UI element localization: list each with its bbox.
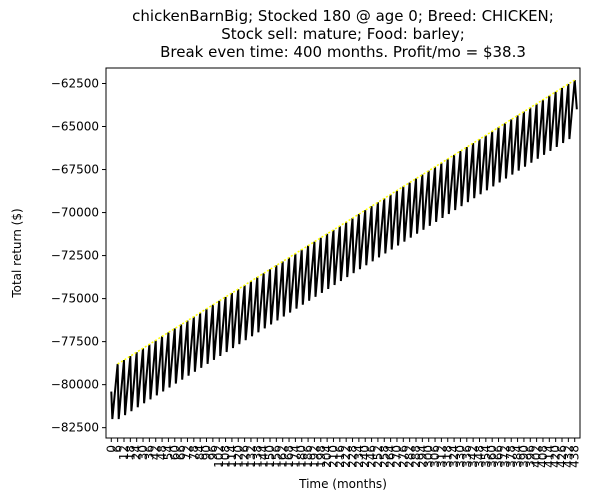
x-tick-label: 132 [244, 445, 258, 468]
x-tick-label: 48 [155, 445, 169, 460]
x-tick-label: 402 [530, 445, 544, 468]
y-tick-label: −62500 [51, 76, 99, 90]
y-tick-label: −75000 [51, 292, 99, 306]
x-tick-label: 60 [168, 445, 182, 460]
y-tick-label: −67500 [51, 163, 99, 177]
x-tick-label: 54 [161, 445, 175, 460]
x-tick-label: 78 [187, 445, 201, 460]
x-tick-label: 288 [409, 445, 423, 468]
x-tick-label: 372 [498, 445, 512, 468]
plot-area [110, 79, 578, 420]
x-tick-label: 438 [568, 445, 582, 468]
x-tick-label: 396 [523, 445, 537, 468]
chart-title-line-1: chickenBarnBig; Stocked 180 @ age 0; Bre… [132, 7, 554, 25]
x-tick-label: 42 [149, 445, 163, 460]
x-tick-label: 312 [434, 445, 448, 468]
x-tick-label: 210 [326, 445, 340, 468]
x-tick-label: 354 [479, 445, 493, 468]
x-tick-label: 102 [212, 445, 226, 468]
x-tick-label: 114 [225, 445, 239, 468]
x-tick-label: 234 [352, 445, 366, 468]
x-tick-label: 366 [492, 445, 506, 468]
x-tick-label: 6 [111, 445, 125, 453]
x-tick-label: 96 [206, 445, 220, 460]
y-tick-label: −80000 [51, 378, 99, 392]
x-tick-label: 90 [200, 445, 214, 460]
x-tick-label: 426 [555, 445, 569, 468]
x-tick-label: 12 [117, 445, 131, 460]
y-tick-label: −82500 [51, 421, 99, 435]
x-tick-label: 420 [549, 445, 563, 468]
y-tick-label: −72500 [51, 249, 99, 263]
x-tick-label: 144 [257, 445, 271, 468]
x-tick-label: 162 [276, 445, 290, 468]
x-tick-label: 204 [320, 445, 334, 468]
x-tick-label: 24 [130, 445, 144, 460]
x-tick-label: 252 [371, 445, 385, 468]
x-tick-label: 270 [390, 445, 404, 468]
x-tick-label: 72 [180, 445, 194, 460]
x-tick-label: 342 [466, 445, 480, 468]
x-axis-label: Time (months) [298, 477, 387, 491]
x-tick-label: 216 [333, 445, 347, 468]
x-tick-label: 246 [365, 445, 379, 468]
y-tick-label: −77500 [51, 335, 99, 349]
x-tick-label: 348 [472, 445, 486, 468]
x-tick-label: 282 [403, 445, 417, 468]
x-axis: 0612182430364248546066727884909610210811… [104, 438, 582, 468]
x-tick-label: 276 [396, 445, 410, 468]
break-even-trend-line [117, 79, 576, 365]
x-tick-label: 432 [561, 445, 575, 468]
x-tick-label: 180 [295, 445, 309, 468]
x-tick-label: 84 [193, 445, 207, 460]
x-tick-label: 408 [536, 445, 550, 468]
chart-title-line-3: Break even time: 400 months. Profit/mo =… [160, 43, 526, 61]
x-tick-label: 384 [511, 445, 525, 468]
y-axis-label: Total return ($) [10, 208, 24, 298]
x-tick-label: 192 [307, 445, 321, 468]
x-tick-label: 30 [136, 445, 150, 460]
x-tick-label: 0 [104, 445, 118, 453]
x-tick-label: 258 [377, 445, 391, 468]
x-tick-label: 360 [485, 445, 499, 468]
x-tick-label: 324 [447, 445, 461, 468]
axes-frame [105, 67, 581, 439]
y-tick-label: −70000 [51, 206, 99, 220]
x-tick-label: 330 [453, 445, 467, 468]
series-line [110, 79, 578, 420]
x-tick-label: 126 [238, 445, 252, 468]
x-tick-label: 240 [358, 445, 372, 468]
x-tick-label: 294 [415, 445, 429, 468]
x-tick-label: 300 [422, 445, 436, 468]
x-tick-label: 414 [542, 445, 556, 468]
x-tick-label: 168 [282, 445, 296, 468]
x-tick-label: 18 [123, 445, 137, 460]
x-tick-label: 264 [384, 445, 398, 468]
x-tick-label: 336 [460, 445, 474, 468]
x-tick-label: 108 [219, 445, 233, 468]
x-tick-label: 120 [231, 445, 245, 468]
x-tick-label: 150 [263, 445, 277, 468]
x-tick-label: 156 [269, 445, 283, 468]
x-tick-label: 378 [504, 445, 518, 468]
x-tick-label: 318 [441, 445, 455, 468]
x-tick-label: 36 [142, 445, 156, 460]
chart-title-line-2: Stock sell: mature; Food: barley; [221, 25, 465, 43]
y-axis: −62500 −65000 −67500 −70000 −72500 −75000 −775… [51, 76, 106, 435]
x-tick-label: 222 [339, 445, 353, 468]
x-tick-label: 186 [301, 445, 315, 468]
x-tick-label: 174 [288, 445, 302, 468]
x-tick-label: 138 [250, 445, 264, 468]
x-tick-label: 198 [314, 445, 328, 468]
y-tick-label: −65000 [51, 120, 99, 134]
x-tick-label: 390 [517, 445, 531, 468]
x-tick-label: 228 [346, 445, 360, 468]
x-tick-label: 66 [174, 445, 188, 460]
x-tick-label: 306 [428, 445, 442, 468]
